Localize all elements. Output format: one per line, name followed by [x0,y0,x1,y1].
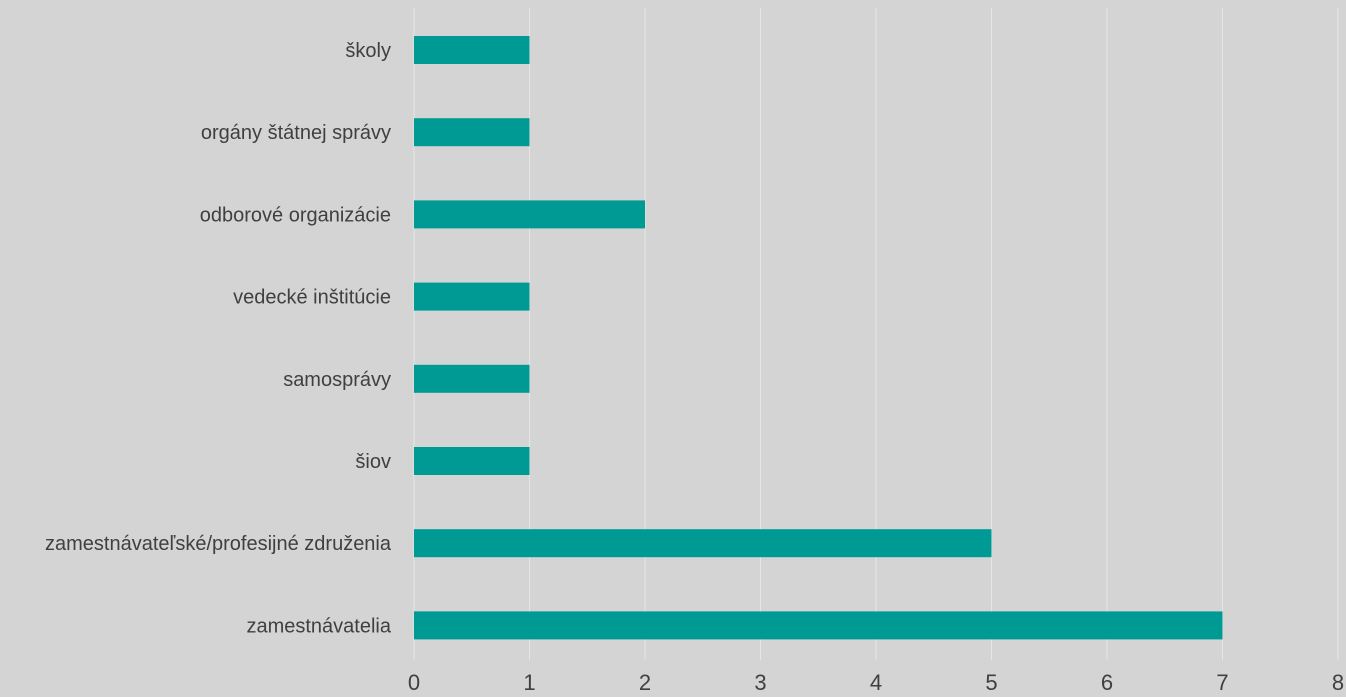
category-label-7: školy [345,40,391,62]
bar-7 [414,36,530,64]
x-axis-tick-labels: 0 1 2 3 4 5 6 7 8 [408,670,1344,695]
x-tick-label-2: 2 [639,670,651,695]
x-tick-label-6: 6 [1101,670,1113,695]
category-label-2: šiov [355,451,391,473]
category-label-3: samosprávy [283,369,391,391]
x-tick-label-5: 5 [985,670,997,695]
category-label-0: zamestnávatelia [246,615,391,637]
category-label-6: orgány štátnej správy [201,122,391,144]
bar-3 [414,364,530,393]
x-tick-label-8: 8 [1332,670,1344,695]
bar-2 [414,447,530,475]
bar-1 [414,529,992,558]
bar-0 [414,611,1223,640]
category-labels: zamestnávatelia zamestnávateľské/profesij… [45,40,392,637]
category-label-5: odborové organizácie [200,204,391,226]
bar-4 [414,282,530,311]
bar-5 [414,200,645,229]
x-tick-label-0: 0 [408,670,420,695]
x-tick-label-3: 3 [754,670,766,695]
bars [414,36,1223,640]
category-label-1: zamestnávateľské/profesijné združenia [45,533,392,555]
x-tick-label-1: 1 [523,670,535,695]
gridlines [413,8,1339,660]
x-tick-label-7: 7 [1216,670,1228,695]
bar-6 [414,118,530,147]
x-tick-label-4: 4 [870,670,882,695]
category-label-4: vedecké inštitúcie [233,287,391,309]
